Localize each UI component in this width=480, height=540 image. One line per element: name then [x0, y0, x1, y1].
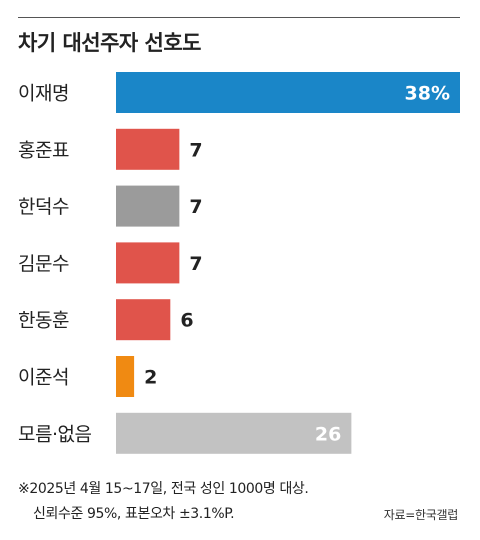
- bar: [116, 412, 352, 454]
- category-label: 이준석: [18, 367, 69, 389]
- category-label: 이재명: [18, 83, 69, 105]
- category-label: 모름·없음: [18, 423, 91, 445]
- value-label: 6: [180, 310, 193, 332]
- chart-title: 차기 대선주자 선호도: [18, 31, 202, 55]
- value-label: 7: [189, 139, 202, 161]
- source-label: 자료=한국갤럽: [383, 508, 459, 522]
- bar: [116, 185, 180, 227]
- category-label: 한동훈: [18, 310, 69, 332]
- bar: [116, 299, 171, 341]
- value-label: 26: [315, 423, 341, 445]
- value-label: 38%: [405, 83, 450, 105]
- bar: [116, 72, 460, 113]
- value-label: 7: [189, 253, 202, 275]
- value-label: 7: [189, 196, 202, 218]
- bar: [116, 128, 180, 170]
- footnote-survey-period: ※2025년 4월 15~17일, 전국 성인 1000명 대상.: [18, 481, 309, 497]
- category-label: 한덕수: [18, 196, 69, 218]
- value-label: 2: [144, 367, 157, 389]
- category-label: 홍준표: [18, 139, 69, 161]
- category-label: 김문수: [18, 253, 69, 275]
- bar: [116, 356, 135, 397]
- bar: [116, 242, 180, 284]
- footnote-confidence: 신뢰수준 95%, 표본오차 ±3.1%P.: [33, 506, 235, 522]
- top-rule: [18, 17, 460, 18]
